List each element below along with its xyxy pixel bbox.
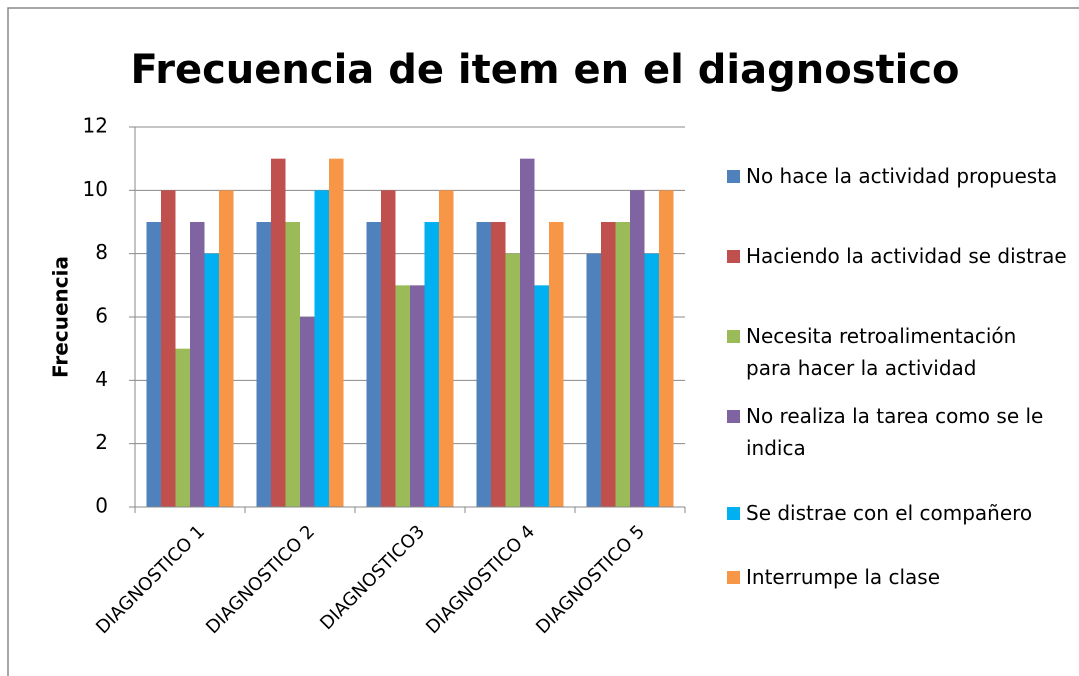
y-tick-label: 2 xyxy=(95,430,108,454)
bar xyxy=(256,222,271,507)
legend-swatch xyxy=(727,410,740,423)
x-tick-label: DIAGNOSTICO 4 xyxy=(422,521,539,638)
legend-label: Haciendo la actividad se distrae xyxy=(746,244,1067,268)
x-tick-label: DIAGNOSTICO 1 xyxy=(92,521,209,638)
bar xyxy=(395,285,410,507)
bar xyxy=(204,253,219,507)
bar xyxy=(146,222,161,507)
bar xyxy=(520,158,535,507)
bar xyxy=(476,222,491,507)
y-tick-label: 10 xyxy=(83,177,108,201)
bar xyxy=(314,190,329,508)
bar xyxy=(505,253,520,507)
y-axis-label: Frecuencia xyxy=(49,256,73,378)
legend-swatch xyxy=(727,250,740,263)
x-tick-label: DIAGNOSTICO 5 xyxy=(532,521,649,638)
bar xyxy=(586,253,601,507)
legend-item: No hace la actividad propuesta xyxy=(727,160,1067,192)
bar xyxy=(601,222,616,507)
legend-label: Se distrae con el compañero xyxy=(746,501,1033,525)
bar xyxy=(410,285,425,507)
bar xyxy=(491,222,506,507)
bar xyxy=(644,253,659,507)
bar xyxy=(161,190,176,508)
bar xyxy=(219,190,234,508)
legend-item: No realiza la tarea como se le indica xyxy=(727,400,1067,464)
bar xyxy=(271,158,286,507)
bar xyxy=(549,222,564,507)
y-tick-label: 12 xyxy=(83,114,108,138)
bar xyxy=(659,190,674,508)
legend-swatch xyxy=(727,571,740,584)
chart-frame xyxy=(7,7,1079,676)
bar xyxy=(285,222,300,507)
y-tick-label: 6 xyxy=(95,304,108,328)
legend-swatch xyxy=(727,507,740,520)
legend-item: Interrumpe la clase xyxy=(727,561,1067,593)
bar xyxy=(300,317,315,507)
x-tick-label: DIAGNOSTICO3 xyxy=(316,521,429,634)
legend-swatch xyxy=(727,170,740,183)
bar xyxy=(615,222,630,507)
legend-label: Necesita retroalimentación para hacer la… xyxy=(746,324,1017,380)
legend-swatch xyxy=(727,330,740,343)
legend-item: Haciendo la actividad se distrae xyxy=(727,240,1067,272)
legend-item: Se distrae con el compañero xyxy=(727,497,1067,529)
bar xyxy=(366,222,381,507)
legend-label: Interrumpe la clase xyxy=(746,565,941,589)
legend-label: No realiza la tarea como se le indica xyxy=(746,404,1044,460)
bar xyxy=(175,348,190,507)
legend-label: No hace la actividad propuesta xyxy=(746,164,1058,188)
bar xyxy=(534,285,549,507)
y-tick-label: 4 xyxy=(95,367,108,391)
bar xyxy=(381,190,396,508)
bar xyxy=(424,222,439,507)
bar xyxy=(439,190,454,508)
x-tick-label: DIAGNOSTICO 2 xyxy=(202,521,319,638)
y-tick-label: 0 xyxy=(95,494,108,518)
bar xyxy=(329,158,344,507)
bar xyxy=(630,190,645,508)
chart-title: Frecuencia de item en el diagnostico xyxy=(130,47,959,93)
y-tick-label: 8 xyxy=(95,240,108,264)
bar xyxy=(190,222,205,507)
legend-item: Necesita retroalimentación para hacer la… xyxy=(727,320,1067,384)
